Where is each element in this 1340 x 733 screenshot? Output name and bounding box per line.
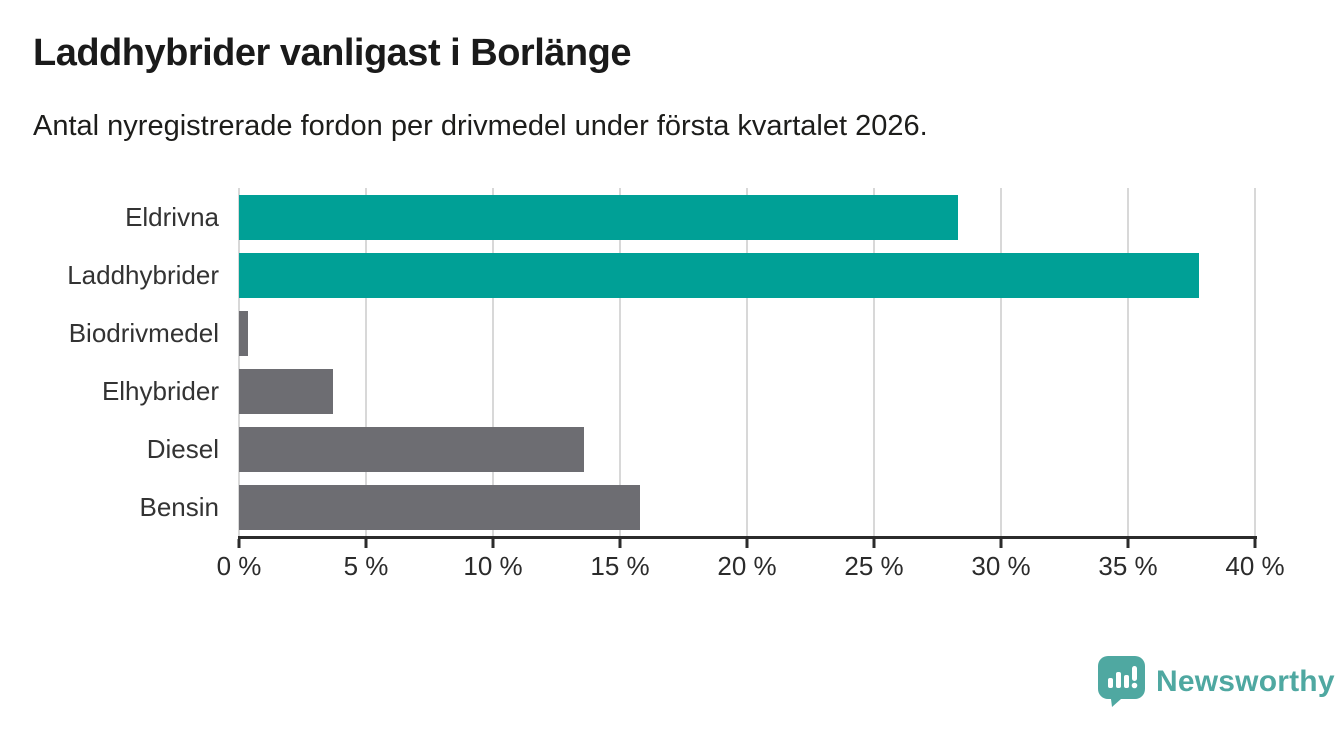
newsworthy-logo[interactable]: Newsworthy	[1098, 656, 1335, 707]
category-label-diesel: Diesel	[146, 433, 219, 464]
brand-name: Newsworthy	[1156, 664, 1335, 698]
category-axis-labels: Eldrivna Laddhybrider Biodrivmedel Elhybrid…	[0, 188, 219, 536]
x-axis-tick-label: 0 %	[216, 551, 262, 581]
gridline	[238, 188, 240, 536]
gridline	[619, 188, 621, 536]
x-axis-tick	[1253, 539, 1257, 548]
x-axis-tick	[1126, 539, 1130, 548]
bar-elhybrider	[239, 368, 333, 414]
bar-diesel	[239, 426, 585, 472]
x-axis-tick-label: 40 %	[1225, 551, 1285, 581]
x-axis-line	[238, 536, 1257, 539]
gridline	[1127, 188, 1129, 536]
x-axis-tick-label: 5 %	[343, 551, 389, 581]
gridline	[1254, 188, 1256, 536]
x-axis-tick	[364, 539, 368, 548]
gridline	[365, 188, 367, 536]
category-label-laddhybrider: Laddhybrider	[67, 259, 219, 290]
x-axis-tick	[999, 539, 1003, 548]
x-axis-tick	[618, 539, 622, 548]
category-label-bensin: Bensin	[139, 491, 220, 522]
bar-eldrivna	[239, 194, 958, 240]
x-axis-tick	[745, 539, 749, 548]
page-title: Laddhybrider vanligast i Borlänge	[33, 32, 631, 74]
x-axis-tick	[491, 539, 495, 548]
x-axis-tick-label: 35 %	[1098, 551, 1158, 581]
bar-bensin	[239, 484, 641, 530]
bar-laddhybrider	[239, 252, 1200, 298]
bar-biodrivmedel	[239, 310, 248, 356]
plot-area: 0 % 5 % 10 % 15 % 20 % 25 % 30 % 35 % 40 %	[217, 188, 1285, 581]
x-axis-tick-label: 15 %	[590, 551, 650, 581]
gridline	[746, 188, 748, 536]
x-axis-tick	[237, 539, 241, 548]
x-axis-tick-label: 10 %	[463, 551, 523, 581]
category-label-eldrivna: Eldrivna	[125, 201, 219, 232]
category-label-biodrivmedel: Biodrivmedel	[68, 317, 219, 348]
x-axis-tick-label: 20 %	[717, 551, 777, 581]
gridline	[1000, 188, 1002, 536]
x-axis-tick-label: 25 %	[844, 551, 904, 581]
gridline	[873, 188, 875, 536]
newsworthy-chart-bubble-icon	[1098, 656, 1145, 707]
x-axis-tick	[872, 539, 876, 548]
page-subtitle: Antal nyregistrerade fordon per drivmede…	[33, 110, 928, 142]
gridline	[492, 188, 494, 536]
category-label-elhybrider: Elhybrider	[101, 375, 219, 406]
x-axis-tick-label: 30 %	[971, 551, 1031, 581]
